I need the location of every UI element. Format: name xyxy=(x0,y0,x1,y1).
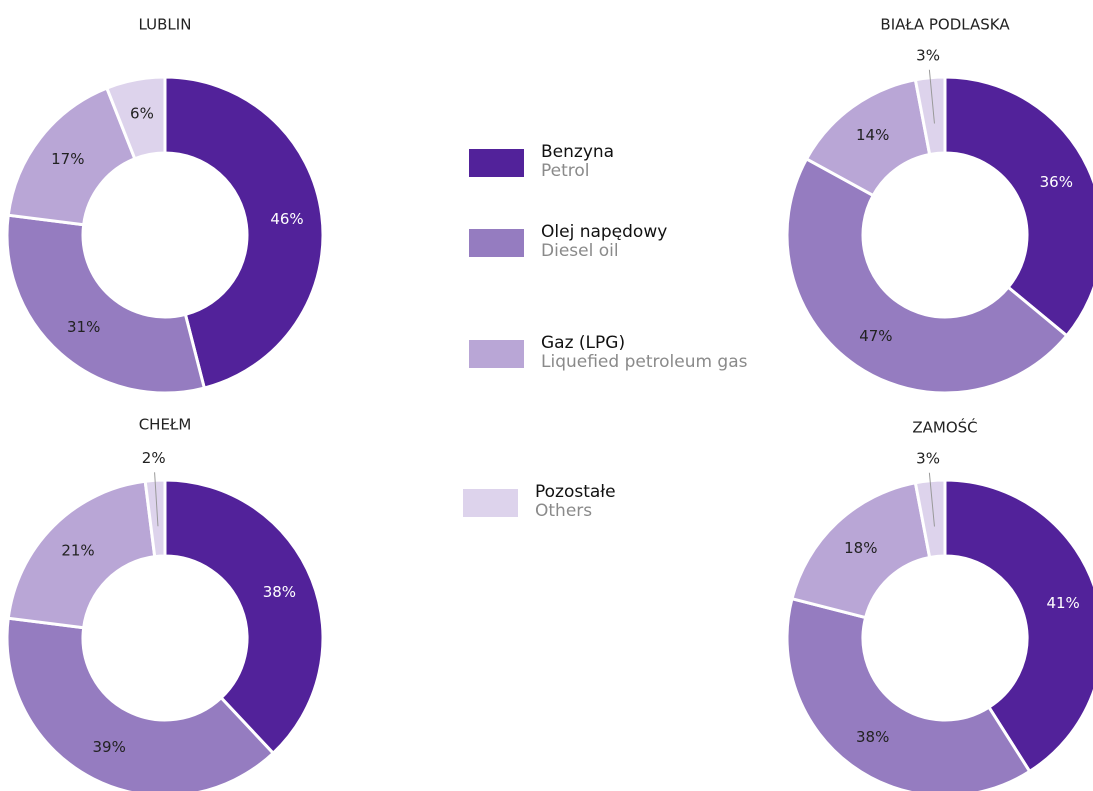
legend-sublabel: Others xyxy=(535,501,593,521)
legend-sublabel: Petrol xyxy=(541,161,590,181)
data-label: 38% xyxy=(856,728,889,746)
slice xyxy=(913,478,947,560)
leader-line xyxy=(928,472,935,527)
legend-item: Benzyna Petrol xyxy=(469,143,761,181)
legend-item: Pozostałe Others xyxy=(463,483,755,521)
slice xyxy=(143,478,167,559)
legend-swatch xyxy=(469,149,524,177)
slice xyxy=(943,478,1093,774)
leader-line xyxy=(928,69,935,124)
slice xyxy=(943,75,1093,338)
legend-text: Pozostałe Others xyxy=(535,483,755,521)
slice xyxy=(104,75,167,161)
slice xyxy=(163,478,325,756)
legend-sublabel: Diesel oil xyxy=(541,241,619,261)
slice xyxy=(6,479,157,630)
chart-title: LUBLIN xyxy=(139,16,192,34)
slice xyxy=(5,616,276,791)
legend-text: Benzyna Petrol xyxy=(541,143,761,181)
data-label: 2% xyxy=(142,449,166,467)
leader-line xyxy=(154,472,159,527)
slice xyxy=(790,481,932,620)
data-label: 17% xyxy=(51,150,84,168)
data-label: 18% xyxy=(844,539,877,557)
chart-title: CHEŁM xyxy=(139,416,192,434)
data-label: 14% xyxy=(856,126,889,144)
slice xyxy=(6,86,137,227)
data-label: 6% xyxy=(130,105,154,123)
data-label: 36% xyxy=(1040,173,1073,191)
legend-label: Gaz (LPG) xyxy=(541,333,626,353)
legend-swatch xyxy=(463,489,518,517)
legend-item: Gaz (LPG) Liquefied petroleum gas xyxy=(469,334,761,372)
legend-item: Olej napędowy Diesel oil xyxy=(469,223,761,261)
chart-title: BIAŁA PODLASKA xyxy=(880,16,1010,34)
data-label: 41% xyxy=(1046,594,1079,612)
legend-swatch xyxy=(469,229,524,257)
legend-label: Olej napędowy xyxy=(541,222,668,242)
slice xyxy=(913,75,947,157)
legend-label: Pozostałe xyxy=(535,482,616,502)
chart-title: ZAMOŚĆ xyxy=(912,418,977,437)
data-label: 39% xyxy=(92,738,125,756)
data-label: 3% xyxy=(916,46,940,64)
data-label: 46% xyxy=(270,210,303,228)
legend-swatch xyxy=(469,340,524,368)
data-label: 38% xyxy=(263,583,296,601)
data-label: 3% xyxy=(916,449,940,467)
data-label: 21% xyxy=(61,542,94,560)
slice xyxy=(785,596,1032,791)
legend-text: Olej napędowy Diesel oil xyxy=(541,223,761,261)
legend-sublabel: Liquefied petroleum gas xyxy=(541,352,748,372)
legend-text: Gaz (LPG) Liquefied petroleum gas xyxy=(541,334,761,372)
slice xyxy=(5,213,207,395)
legend-label: Benzyna xyxy=(541,142,615,162)
data-label: 47% xyxy=(859,327,892,345)
slice xyxy=(163,75,325,390)
slice xyxy=(785,156,1069,395)
data-label: 31% xyxy=(67,318,100,336)
